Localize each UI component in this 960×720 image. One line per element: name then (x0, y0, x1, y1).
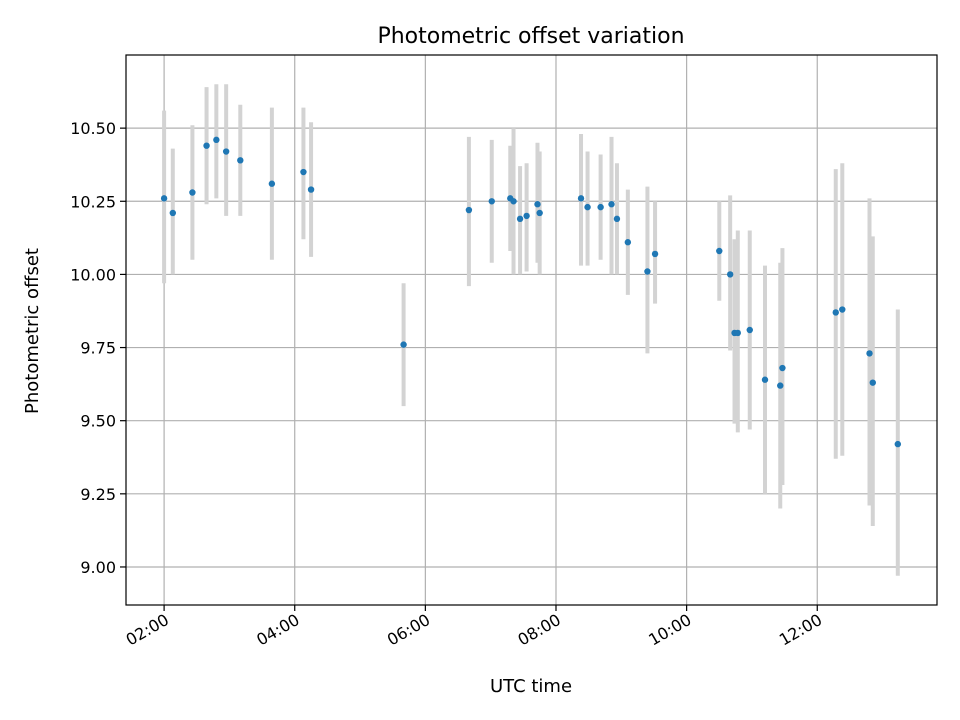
chart-title: Photometric offset variation (377, 24, 684, 49)
data-point (644, 268, 651, 275)
data-point (307, 186, 315, 193)
y-tick-label: 10.00 (70, 265, 116, 284)
data-point (577, 195, 585, 202)
y-axis-ticks: 9.00 9.25 9.50 9.75 10.00 10.25 10.50 (70, 119, 126, 577)
y-tick-label: 9.00 (80, 558, 116, 577)
y-tick-label: 10.50 (70, 119, 116, 138)
data-point (510, 198, 517, 205)
data-point (716, 247, 723, 255)
data-point (222, 148, 230, 155)
y-axis-label: Photometric offset (22, 248, 43, 414)
y-tick-label: 9.50 (80, 412, 116, 431)
grid (126, 55, 937, 605)
data-point (761, 376, 769, 383)
data-point (516, 215, 524, 223)
data-point (300, 168, 307, 176)
data-point (169, 209, 177, 217)
data-point (746, 326, 753, 334)
data-point (869, 379, 876, 386)
y-tick-label: 9.25 (80, 485, 116, 504)
data-point (189, 189, 196, 196)
data-point (779, 364, 786, 372)
data-point (268, 180, 276, 187)
data-point (465, 206, 473, 214)
data-point (832, 309, 839, 316)
plot-frame (125, 54, 938, 606)
data-point (523, 212, 530, 220)
data-point (203, 142, 210, 149)
data-point (777, 382, 784, 389)
data-point (624, 239, 632, 246)
data-point (488, 198, 495, 205)
data-points (160, 136, 902, 448)
data-point (597, 203, 604, 211)
data-point (237, 157, 244, 164)
y-tick-label: 10.25 (70, 192, 116, 211)
data-point (726, 271, 734, 278)
x-axis-label: UTC time (490, 676, 572, 697)
data-point (734, 329, 741, 337)
data-point (608, 201, 615, 208)
data-point (536, 209, 543, 217)
data-point (160, 195, 168, 202)
data-point (613, 215, 621, 223)
data-point (866, 350, 873, 357)
data-point (584, 203, 591, 211)
data-point (651, 250, 659, 258)
data-point (213, 136, 220, 144)
data-point (839, 306, 846, 313)
data-point (400, 341, 407, 348)
data-point (534, 201, 541, 208)
y-tick-label: 9.75 (80, 339, 116, 358)
data-point (894, 440, 902, 448)
